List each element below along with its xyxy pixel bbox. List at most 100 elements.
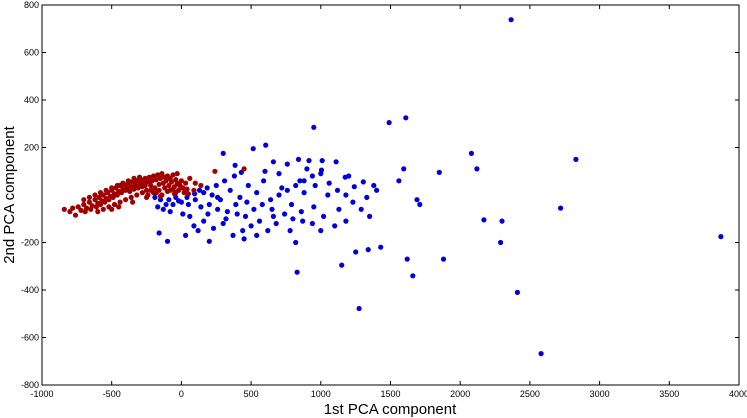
data-point bbox=[201, 218, 207, 224]
data-point bbox=[404, 256, 410, 262]
data-point bbox=[120, 180, 126, 186]
data-point bbox=[125, 178, 131, 184]
data-point bbox=[152, 185, 158, 191]
data-point bbox=[508, 17, 514, 23]
data-point bbox=[378, 244, 384, 250]
data-point bbox=[196, 187, 203, 193]
data-point bbox=[116, 204, 122, 210]
data-point bbox=[130, 199, 136, 205]
data-point bbox=[269, 206, 275, 212]
data-point bbox=[78, 207, 84, 213]
data-point bbox=[67, 209, 73, 215]
data-point bbox=[109, 206, 115, 212]
data-point bbox=[256, 218, 263, 224]
data-point bbox=[176, 181, 182, 187]
data-point bbox=[410, 273, 416, 279]
data-point bbox=[343, 218, 349, 224]
data-point bbox=[238, 169, 244, 175]
data-point bbox=[233, 201, 239, 208]
data-point bbox=[254, 190, 260, 196]
data-point bbox=[311, 204, 317, 210]
data-point bbox=[187, 213, 193, 219]
y-axis-ticks: -800 -600 -400 -200 200 400 600 800 bbox=[21, 0, 739, 390]
x-tick-label: 2500 bbox=[520, 389, 540, 399]
data-point bbox=[240, 228, 246, 234]
data-point bbox=[295, 156, 302, 162]
data-point bbox=[117, 199, 123, 205]
data-point bbox=[167, 209, 173, 215]
data-point bbox=[245, 182, 251, 189]
data-point bbox=[254, 232, 260, 238]
data-point bbox=[81, 197, 87, 203]
data-point bbox=[164, 238, 171, 244]
data-point bbox=[166, 182, 172, 189]
data-point bbox=[498, 239, 504, 246]
data-point bbox=[401, 166, 407, 172]
data-point bbox=[201, 190, 207, 196]
data-point bbox=[81, 201, 87, 208]
data-point bbox=[206, 238, 212, 244]
y-tick-label: -600 bbox=[21, 333, 39, 343]
data-point bbox=[205, 211, 211, 217]
data-point bbox=[152, 194, 158, 200]
data-point bbox=[89, 203, 95, 209]
data-point bbox=[139, 190, 145, 196]
data-point bbox=[215, 206, 221, 212]
x-tick-label: 3500 bbox=[659, 389, 679, 399]
y-axis-title: 2nd PCA component bbox=[1, 125, 18, 263]
x-tick-label: -1000 bbox=[30, 389, 53, 399]
data-point bbox=[185, 201, 191, 208]
data-point bbox=[146, 174, 152, 180]
data-point bbox=[61, 206, 67, 212]
data-point bbox=[153, 177, 159, 183]
data-point bbox=[339, 262, 345, 268]
data-point bbox=[156, 230, 162, 236]
data-point bbox=[183, 232, 189, 238]
data-point bbox=[163, 178, 169, 184]
data-point bbox=[311, 124, 317, 130]
data-point bbox=[192, 180, 198, 186]
data-point bbox=[109, 185, 115, 191]
data-point bbox=[301, 190, 307, 196]
data-point bbox=[144, 187, 150, 193]
data-point bbox=[396, 178, 402, 184]
data-point bbox=[180, 185, 186, 191]
plot-area bbox=[41, 4, 740, 386]
data-point bbox=[325, 192, 331, 198]
y-tick-label: 600 bbox=[24, 48, 39, 58]
data-point bbox=[92, 197, 98, 203]
data-point bbox=[149, 178, 155, 184]
data-point bbox=[284, 187, 290, 193]
data-point bbox=[223, 216, 229, 222]
data-point bbox=[232, 162, 238, 168]
data-point bbox=[183, 180, 189, 186]
data-point bbox=[558, 205, 564, 211]
data-point bbox=[185, 191, 191, 197]
data-point bbox=[290, 216, 296, 222]
data-point bbox=[230, 232, 236, 238]
x-tick-label: 1500 bbox=[380, 389, 400, 399]
x-axis-ticks: -1000 -500 0 500 1000 1500 2000 2500 3000 3500 400… bbox=[30, 5, 747, 399]
data-point bbox=[181, 190, 187, 196]
data-point bbox=[155, 204, 161, 210]
data-point bbox=[270, 213, 276, 219]
data-point bbox=[95, 209, 101, 215]
data-point bbox=[294, 269, 300, 275]
data-point bbox=[227, 187, 233, 193]
data-point bbox=[312, 182, 318, 189]
data-point bbox=[321, 213, 327, 219]
data-point bbox=[178, 199, 184, 205]
data-point bbox=[128, 194, 134, 200]
data-point bbox=[144, 194, 150, 200]
data-point bbox=[215, 194, 221, 200]
data-point bbox=[318, 171, 324, 177]
data-point bbox=[178, 178, 184, 184]
data-point bbox=[301, 178, 307, 184]
data-point bbox=[244, 199, 250, 205]
data-point bbox=[84, 205, 90, 211]
data-point bbox=[298, 209, 304, 215]
data-point bbox=[350, 199, 356, 205]
data-point bbox=[718, 234, 724, 240]
data-point bbox=[192, 197, 198, 203]
